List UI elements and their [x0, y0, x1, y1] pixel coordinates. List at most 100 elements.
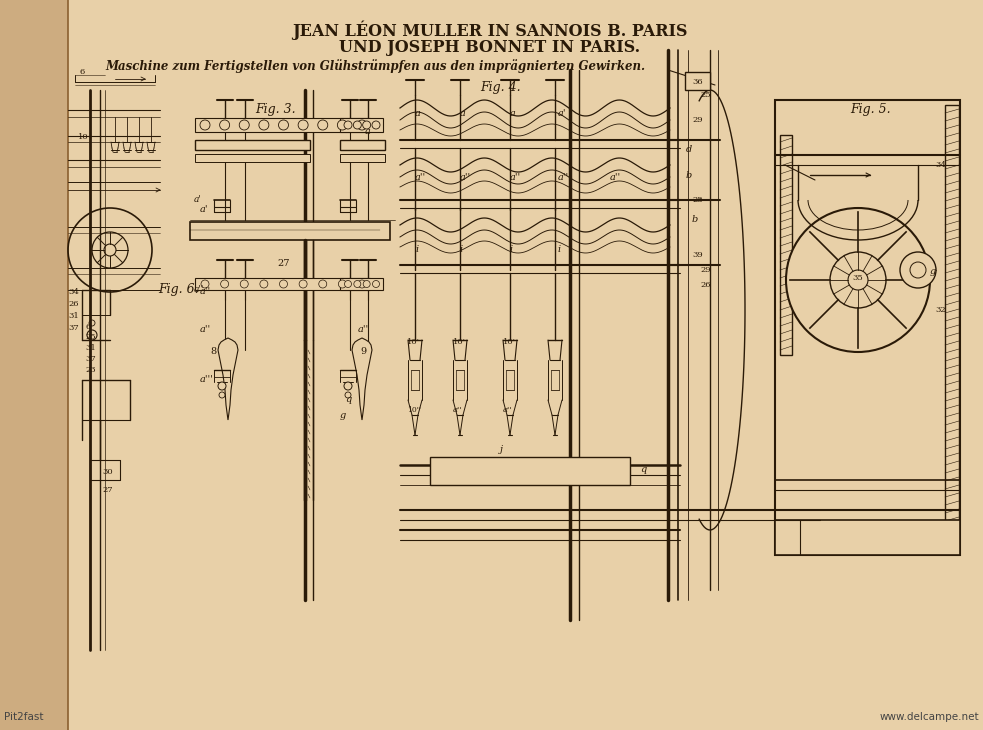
Text: a: a — [365, 128, 371, 137]
Text: JEAN LÉON MULLER IN SANNOIS B. PARIS: JEAN LÉON MULLER IN SANNOIS B. PARIS — [292, 20, 688, 39]
Text: 28: 28 — [692, 196, 703, 204]
Text: Fig. 6.: Fig. 6. — [158, 283, 199, 296]
Text: 39: 39 — [692, 251, 703, 259]
Circle shape — [337, 120, 347, 130]
Text: a''': a''' — [200, 375, 213, 385]
Text: b: b — [686, 171, 692, 180]
Bar — [0, 0, 68, 730]
Circle shape — [220, 280, 229, 288]
Bar — [195, 140, 310, 150]
Text: a'': a'' — [510, 172, 521, 182]
Circle shape — [363, 280, 371, 288]
Text: Fig. 4.: Fig. 4. — [480, 82, 521, 94]
Circle shape — [278, 120, 288, 130]
Text: 9: 9 — [360, 347, 366, 356]
Bar — [190, 222, 390, 240]
Text: 6: 6 — [85, 323, 90, 331]
Text: i: i — [415, 245, 418, 255]
Text: i: i — [558, 245, 561, 255]
Circle shape — [218, 382, 226, 390]
Text: a'': a'' — [558, 172, 569, 182]
Text: 26: 26 — [700, 281, 711, 289]
Circle shape — [219, 120, 230, 130]
Polygon shape — [218, 338, 238, 420]
Bar — [340, 278, 383, 290]
Text: a'': a'' — [453, 406, 462, 414]
Circle shape — [298, 120, 308, 130]
Text: a'': a'' — [503, 406, 512, 414]
Text: 23: 23 — [85, 366, 95, 374]
Text: a': a' — [200, 206, 208, 215]
Text: 34: 34 — [935, 161, 946, 169]
Circle shape — [201, 280, 209, 288]
Text: Fig. 5.: Fig. 5. — [850, 104, 891, 117]
Text: b: b — [692, 215, 698, 225]
Text: www.delcampe.net: www.delcampe.net — [880, 712, 979, 722]
Circle shape — [338, 280, 346, 288]
Bar — [775, 520, 960, 555]
Text: Fig. 3.: Fig. 3. — [255, 104, 296, 117]
Bar — [945, 105, 959, 550]
Text: a': a' — [558, 109, 566, 118]
Text: 37: 37 — [85, 355, 95, 363]
Text: a: a — [415, 109, 421, 118]
Text: 35: 35 — [852, 274, 863, 282]
Bar — [430, 457, 630, 485]
Text: a'': a'' — [200, 326, 211, 334]
Text: 29: 29 — [700, 266, 711, 274]
Text: 31: 31 — [85, 344, 95, 352]
Circle shape — [344, 382, 352, 390]
Text: 10': 10' — [407, 338, 420, 346]
Bar — [340, 140, 385, 150]
Text: 10: 10 — [78, 133, 88, 141]
Text: Maschine zum Fertigstellen von Glühstrümpfen aus den imprägnierten Gewirken.: Maschine zum Fertigstellen von Glühstrüm… — [105, 59, 645, 73]
Text: a: a — [510, 109, 516, 118]
Bar — [775, 100, 960, 555]
Circle shape — [372, 121, 380, 129]
Text: 25: 25 — [85, 333, 95, 341]
Text: 10': 10' — [453, 338, 466, 346]
Text: q: q — [345, 396, 351, 404]
Circle shape — [345, 392, 351, 398]
Circle shape — [353, 121, 362, 129]
Circle shape — [344, 280, 352, 288]
Text: g: g — [340, 410, 346, 420]
Circle shape — [848, 270, 868, 290]
Circle shape — [279, 280, 287, 288]
Text: q: q — [640, 466, 646, 474]
Circle shape — [363, 121, 371, 129]
Text: Pit2fast: Pit2fast — [4, 712, 43, 722]
Text: 31: 31 — [68, 312, 79, 320]
Circle shape — [830, 252, 886, 308]
Circle shape — [260, 280, 268, 288]
Circle shape — [358, 280, 366, 288]
Circle shape — [786, 208, 930, 352]
Bar — [340, 118, 383, 132]
Bar — [195, 154, 310, 162]
Circle shape — [299, 280, 307, 288]
Circle shape — [318, 120, 327, 130]
Circle shape — [239, 120, 250, 130]
Circle shape — [900, 252, 936, 288]
Text: 26: 26 — [68, 300, 79, 308]
Text: UND JOSEPH BONNET IN PARIS.: UND JOSEPH BONNET IN PARIS. — [339, 39, 641, 56]
Text: i: i — [510, 245, 513, 255]
Bar — [195, 118, 370, 132]
Circle shape — [200, 120, 210, 130]
Text: i: i — [460, 245, 463, 255]
Text: a'': a'' — [200, 288, 211, 296]
Text: j: j — [500, 445, 503, 455]
Text: d: d — [686, 145, 692, 155]
Circle shape — [357, 120, 367, 130]
Circle shape — [259, 120, 269, 130]
Text: 27: 27 — [102, 486, 113, 494]
Circle shape — [354, 280, 361, 288]
Text: 34: 34 — [68, 288, 79, 296]
Circle shape — [344, 121, 352, 129]
Bar — [685, 72, 710, 90]
Text: a': a' — [194, 196, 202, 204]
Circle shape — [318, 280, 326, 288]
Text: 10'': 10'' — [407, 406, 421, 414]
Text: a'': a'' — [610, 172, 621, 182]
Text: 10': 10' — [503, 338, 516, 346]
